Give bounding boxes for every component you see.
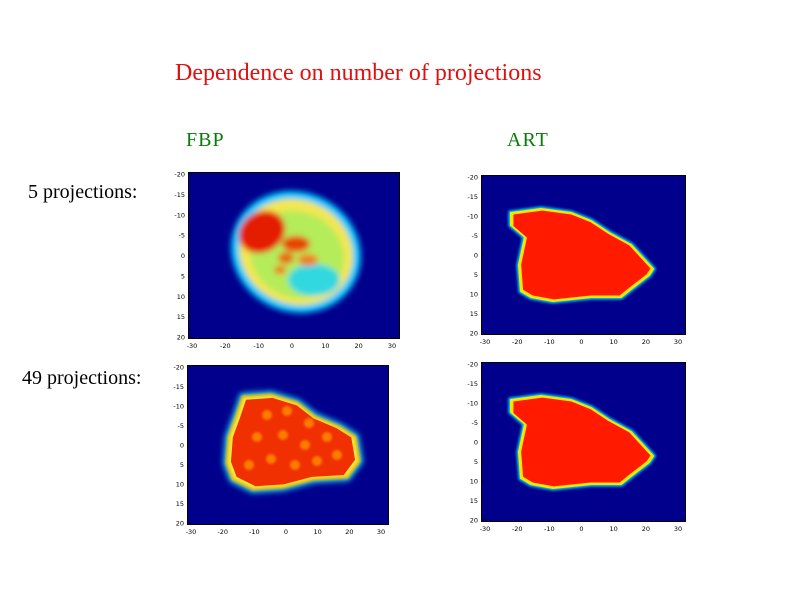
x-tick-label: -20: [220, 342, 231, 350]
y-tick-label: 5: [474, 271, 478, 279]
art-49-image: -30 -20 -10 0 10 20 30 -20 -15 -10 -5 0 5 10 15 20: [467, 361, 686, 533]
x-tick-label: -20: [512, 338, 523, 346]
y-tick-label: -5: [472, 419, 478, 427]
x-tick-label: 10: [321, 342, 329, 350]
x-tick-label: 20: [642, 338, 650, 346]
fbp-49-image: -30 -20 -10 0 10 20 30 -20 -15 -10 -5 0 5 10 15 20: [173, 364, 389, 536]
y-tick-label: 0: [181, 252, 185, 260]
x-tick-label: 0: [284, 528, 288, 536]
y-tick-label: 5: [474, 458, 478, 466]
x-tick-label: -10: [544, 338, 555, 346]
x-tick-label: -10: [249, 528, 260, 536]
y-tick-label: -20: [174, 171, 185, 179]
y-tick-label: -15: [174, 191, 185, 199]
y-tick-label: 10: [176, 481, 184, 489]
y-tick-label: -10: [467, 400, 478, 408]
x-tick-label: 0: [290, 342, 294, 350]
y-tick-label: -10: [467, 213, 478, 221]
plot-fbp-49-projections: -30 -20 -10 0 10 20 30 -20 -15 -10 -5 0 5 10 15 20: [173, 364, 389, 536]
y-tick-label: -15: [467, 380, 478, 388]
reconstruction-object: [508, 393, 657, 491]
y-tick-label: 10: [470, 478, 478, 486]
y-tick-label: 15: [470, 497, 478, 505]
x-tick-label: -10: [253, 342, 264, 350]
x-tick-label: 30: [674, 525, 682, 533]
x-tick-label: 30: [388, 342, 396, 350]
x-tick-label: 30: [377, 528, 385, 536]
x-tick-label: 20: [355, 342, 363, 350]
y-tick-label: -20: [467, 361, 478, 369]
y-tick-label: 15: [470, 310, 478, 318]
fbp-5-image: -30 -20 -10 0 10 20 30 -20 -15 -10 -5 0 5 10 15 20: [174, 171, 400, 350]
x-tick-label: 20: [642, 525, 650, 533]
plot-art-49-projections: -30 -20 -10 0 10 20 30 -20 -15 -10 -5 0 5 10 15 20: [467, 361, 686, 533]
y-tick-label: -5: [178, 422, 184, 430]
y-tick-label: 20: [470, 517, 478, 525]
x-tick-label: -30: [187, 342, 198, 350]
y-tick-label: 0: [474, 252, 478, 260]
reconstruction-object: [222, 390, 364, 494]
x-tick-label: -30: [186, 528, 197, 536]
y-tick-label: -10: [174, 211, 185, 219]
x-tick-label: 10: [610, 525, 618, 533]
art-5-image: -30 -20 -10 0 10 20 30 -20 -15 -10 -5 0 5 10 15 20: [467, 174, 686, 346]
plot-art-5-projections: -30 -20 -10 0 10 20 30 -20 -15 -10 -5 0 5 10 15 20: [467, 174, 686, 346]
x-tick-label: -30: [480, 525, 491, 533]
column-header-fbp: FBP: [186, 129, 225, 151]
x-tick-label: 0: [579, 525, 583, 533]
reconstruction-object: [231, 190, 361, 314]
y-tick-label: -5: [472, 232, 478, 240]
y-tick-label: -15: [467, 193, 478, 201]
x-tick-label: 20: [345, 528, 353, 536]
plot-fbp-5-projections: -30 -20 -10 0 10 20 30 -20 -15 -10 -5 0 5 10 15 20: [174, 171, 400, 350]
x-tick-label: -10: [544, 525, 555, 533]
column-header-art: ART: [507, 129, 549, 151]
x-tick-label: -20: [512, 525, 523, 533]
x-tick-label: 0: [579, 338, 583, 346]
y-tick-label: 15: [176, 500, 184, 508]
y-tick-label: 0: [180, 442, 184, 450]
slide-title: Dependence on number of projections: [175, 60, 542, 86]
y-tick-label: 10: [177, 293, 185, 301]
reconstruction-object: [508, 206, 657, 304]
row-label-5-projections: 5 projections:: [28, 181, 138, 203]
y-tick-label: 5: [180, 461, 184, 469]
y-tick-label: -15: [173, 383, 184, 391]
x-tick-label: 10: [314, 528, 322, 536]
y-tick-label: -20: [467, 174, 478, 182]
y-tick-label: 10: [470, 291, 478, 299]
y-tick-label: -5: [179, 232, 185, 240]
y-tick-label: 20: [177, 334, 185, 342]
x-tick-label: 10: [610, 338, 618, 346]
y-tick-label: 20: [176, 520, 184, 528]
y-tick-label: 5: [181, 272, 185, 280]
y-tick-label: 0: [474, 439, 478, 447]
y-tick-label: 20: [470, 330, 478, 338]
y-tick-label: 15: [177, 313, 185, 321]
y-tick-label: -10: [173, 403, 184, 411]
x-tick-label: -30: [480, 338, 491, 346]
row-label-49-projections: 49 projections:: [22, 367, 142, 389]
y-tick-label: -20: [173, 364, 184, 372]
x-tick-label: -20: [217, 528, 228, 536]
x-tick-label: 30: [674, 338, 682, 346]
